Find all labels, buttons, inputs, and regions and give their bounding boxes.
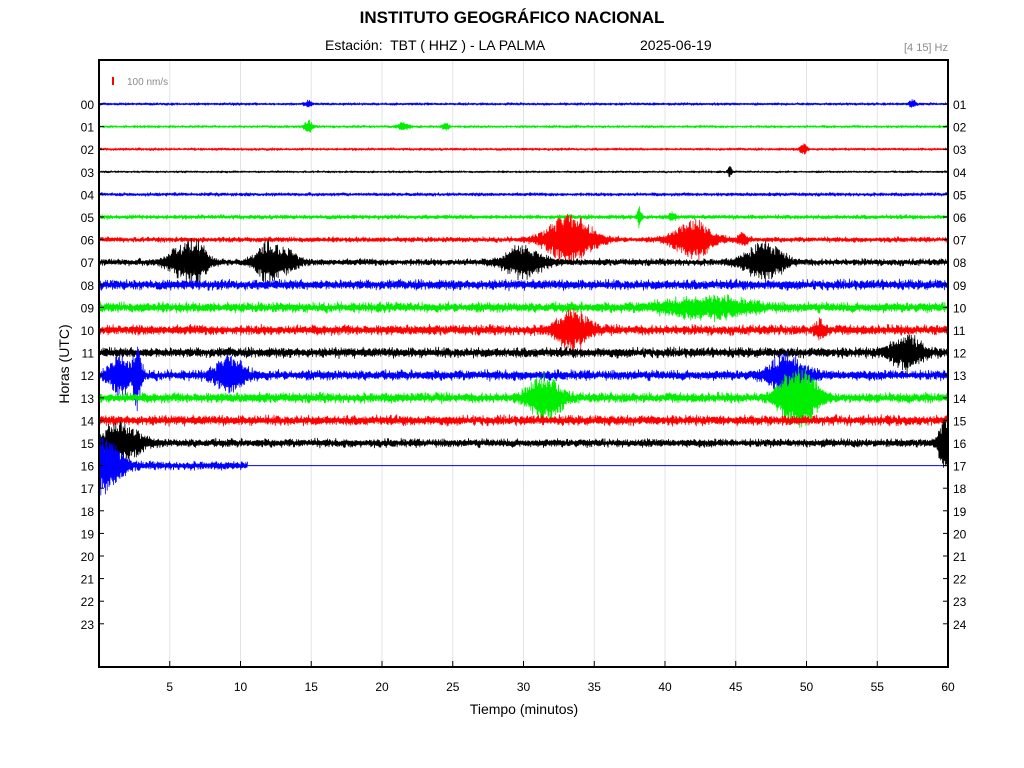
x-tick-label: 25: [446, 680, 460, 694]
x-tick-label: 10: [234, 680, 248, 694]
y-tick-label-left: 08: [81, 279, 95, 293]
y-axis-ticks: 00 01 02 03 04 05 06 07 08 09 10 11 12 13 14 15 16 17 18 19…: [81, 98, 967, 632]
y-tick-label-left: 06: [81, 234, 95, 248]
x-tick-label: 35: [588, 680, 602, 694]
trace-hour-16: [98, 437, 248, 496]
y-tick-label-right: 08: [953, 256, 967, 270]
station-label: Estación: TBT ( HHZ ) - LA PALMA: [325, 37, 546, 53]
trace-hour-09: [98, 294, 949, 323]
y-tick-label-right: 13: [953, 369, 967, 383]
y-tick-label-left: 15: [81, 437, 95, 451]
y-tick-label-right: 04: [953, 166, 967, 180]
x-tick-label: 45: [729, 680, 743, 694]
y-tick-label-left: 05: [81, 211, 95, 225]
y-tick-label-left: 01: [81, 121, 95, 135]
y-tick-label-right: 24: [953, 618, 967, 632]
y-tick-label-left: 03: [81, 166, 95, 180]
scale-label: 100 nm/s: [127, 77, 168, 88]
y-tick-label-right: 02: [953, 121, 967, 135]
trace-hour-04: [98, 192, 949, 197]
x-tick-label: 5: [166, 680, 173, 694]
y-tick-label-left: 20: [81, 550, 95, 564]
y-tick-label-right: 22: [953, 573, 967, 587]
y-tick-label-right: 17: [953, 460, 967, 474]
x-tick-label: 15: [305, 680, 319, 694]
seismic-traces: [98, 99, 949, 496]
trace-hour-00: [98, 99, 949, 108]
y-tick-label-right: 03: [953, 143, 967, 157]
y-tick-label-right: 12: [953, 347, 967, 361]
trace-hour-10: [98, 308, 949, 352]
y-tick-label-left: 00: [81, 98, 95, 112]
y-tick-label-right: 18: [953, 482, 967, 496]
y-tick-label-left: 14: [81, 414, 95, 428]
y-axis-label: Horas (UTC): [56, 324, 72, 403]
trace-hour-02: [98, 143, 949, 155]
y-tick-label-left: 19: [81, 527, 95, 541]
y-tick-label-left: 04: [81, 188, 95, 202]
date-label: 2025-06-19: [640, 37, 712, 53]
y-tick-label-left: 22: [81, 595, 95, 609]
y-tick-label-right: 05: [953, 188, 967, 202]
trace-hour-14: [98, 414, 949, 427]
x-tick-label: 20: [375, 680, 389, 694]
scale-indicator: 100 nm/s: [112, 77, 168, 88]
y-tick-label-left: 17: [81, 482, 95, 496]
x-tick-label: 55: [871, 680, 885, 694]
y-tick-label-right: 21: [953, 550, 967, 564]
y-tick-label-left: 10: [81, 324, 95, 338]
x-tick-label: 50: [800, 680, 814, 694]
trace-hour-05: [98, 206, 949, 229]
trace-hour-01: [98, 119, 949, 133]
trace-hour-13: [98, 368, 949, 428]
y-tick-label-left: 21: [81, 573, 95, 587]
y-tick-label-left: 11: [82, 347, 95, 361]
y-tick-label-left: 09: [81, 301, 95, 315]
trace-hour-11: [98, 334, 949, 374]
y-tick-label-left: 18: [81, 505, 95, 519]
x-axis-label: Tiempo (minutos): [470, 701, 578, 717]
y-tick-label-right: 14: [953, 392, 967, 406]
y-tick-label-right: 20: [953, 527, 967, 541]
trace-hour-06: [98, 213, 949, 265]
trace-hour-08: [98, 278, 949, 292]
y-tick-label-left: 23: [81, 618, 95, 632]
y-tick-label-left: 07: [81, 256, 95, 270]
y-tick-label-left: 13: [81, 392, 95, 406]
y-tick-label-left: 12: [81, 369, 95, 383]
y-tick-label-right: 15: [953, 414, 967, 428]
x-tick-label: 60: [941, 680, 955, 694]
scale-bar: [112, 77, 114, 85]
y-tick-label-right: 19: [953, 505, 967, 519]
trace-hour-03: [98, 166, 949, 178]
x-tick-label: 30: [517, 680, 531, 694]
y-tick-label-right: 10: [953, 301, 967, 315]
x-tick-label: 40: [658, 680, 672, 694]
y-tick-label-right: 23: [953, 595, 967, 609]
trace-hour-15: [98, 419, 949, 468]
y-tick-label-right: 11: [953, 324, 966, 338]
y-tick-label-right: 07: [953, 234, 967, 248]
grid-lines: [169, 60, 878, 667]
trace-hour-07: [98, 238, 949, 286]
y-tick-label-right: 09: [953, 279, 967, 293]
y-tick-label-left: 02: [81, 143, 95, 157]
y-tick-label-right: 06: [953, 211, 967, 225]
y-tick-label-right: 01: [953, 98, 967, 112]
page-title: INSTITUTO GEOGRÁFICO NACIONAL: [359, 8, 665, 27]
y-tick-label-left: 16: [81, 460, 95, 474]
y-tick-label-right: 16: [953, 437, 967, 451]
frequency-band-label: [4 15] Hz: [903, 42, 948, 54]
x-axis-ticks: 5 10 15 20 25 30 35 40 45 50 55 60: [166, 661, 955, 694]
